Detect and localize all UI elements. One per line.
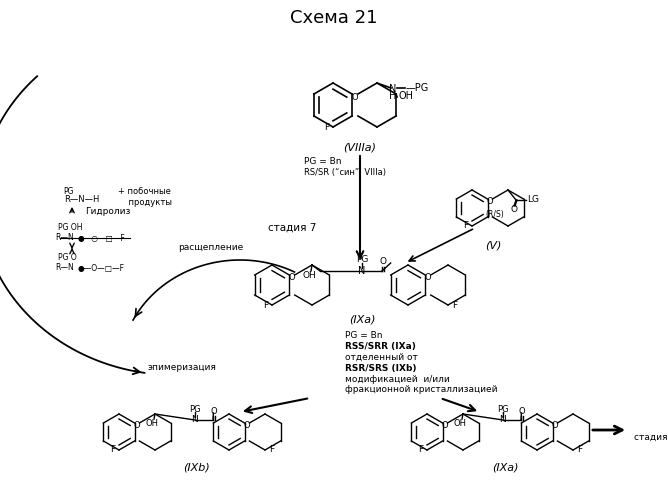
Text: PG = Bn: PG = Bn: [304, 158, 341, 166]
Text: O: O: [210, 406, 217, 416]
Text: RS/SR (“син”, VIIIa): RS/SR (“син”, VIIIa): [304, 168, 386, 177]
Text: F: F: [452, 300, 457, 310]
Text: фракционной кристаллизацией: фракционной кристаллизацией: [345, 386, 498, 394]
Text: PG = Bn: PG = Bn: [345, 330, 383, 340]
Text: N: N: [192, 416, 198, 424]
Text: N: N: [389, 84, 397, 94]
Text: расщепление: расщепление: [178, 244, 243, 252]
Text: OH: OH: [146, 418, 158, 428]
Text: отделенный от: отделенный от: [345, 352, 418, 362]
Text: N: N: [500, 416, 506, 424]
Text: O: O: [442, 421, 448, 430]
Text: OH: OH: [398, 91, 413, 101]
Text: O: O: [518, 406, 525, 416]
Text: PG O: PG O: [58, 254, 77, 262]
Text: (V): (V): [485, 240, 501, 250]
Text: O: O: [244, 421, 250, 430]
Text: PG: PG: [356, 254, 368, 264]
Text: N: N: [358, 266, 365, 276]
Text: модификацией  и/или: модификацией и/или: [345, 374, 450, 384]
Text: F: F: [263, 300, 268, 310]
Text: R—N—H: R—N—H: [64, 196, 100, 204]
Text: —PG: —PG: [406, 83, 430, 93]
Text: (R/S): (R/S): [486, 210, 504, 218]
Text: OH: OH: [302, 270, 316, 280]
Text: O: O: [289, 274, 295, 282]
Text: O: O: [351, 93, 358, 102]
Text: ●—○—□—F: ●—○—□—F: [78, 234, 126, 242]
Text: RSS/SRR (IXa): RSS/SRR (IXa): [345, 342, 416, 350]
Text: (IXb): (IXb): [184, 463, 210, 473]
Text: стадия 8: стадия 8: [634, 432, 668, 442]
Text: O: O: [134, 421, 140, 430]
Text: Гидролиз: Гидролиз: [85, 208, 130, 216]
Text: PG: PG: [189, 404, 201, 413]
Text: ●—O—□—F: ●—O—□—F: [78, 264, 125, 272]
Text: + побочные
    продукты: + побочные продукты: [118, 188, 172, 206]
Text: OH: OH: [454, 418, 466, 428]
Text: R—N: R—N: [55, 264, 73, 272]
Text: O: O: [510, 204, 518, 214]
Text: LG: LG: [527, 196, 539, 204]
Text: F: F: [418, 446, 423, 454]
Text: F: F: [324, 122, 329, 132]
Text: F: F: [269, 446, 274, 454]
Text: O: O: [425, 274, 432, 282]
Text: стадия 7: стадия 7: [268, 223, 317, 233]
Text: (VIIIa): (VIIIa): [343, 143, 377, 153]
Text: Схема 21: Схема 21: [291, 9, 377, 27]
Text: (IXa): (IXa): [492, 463, 518, 473]
Text: PG OH: PG OH: [58, 224, 83, 232]
Text: PG: PG: [497, 404, 509, 413]
Text: F: F: [577, 446, 582, 454]
Text: эпимеризация: эпимеризация: [148, 364, 217, 372]
Text: (IXa): (IXa): [349, 314, 375, 324]
Text: F: F: [463, 222, 468, 230]
Text: O: O: [487, 197, 493, 206]
Text: O: O: [552, 421, 558, 430]
Text: R—N: R—N: [55, 234, 73, 242]
Text: H: H: [389, 91, 397, 101]
Text: O: O: [379, 258, 387, 266]
Text: RSR/SRS (IXb): RSR/SRS (IXb): [345, 364, 417, 372]
Text: PG: PG: [63, 188, 73, 196]
Text: F: F: [110, 446, 115, 454]
